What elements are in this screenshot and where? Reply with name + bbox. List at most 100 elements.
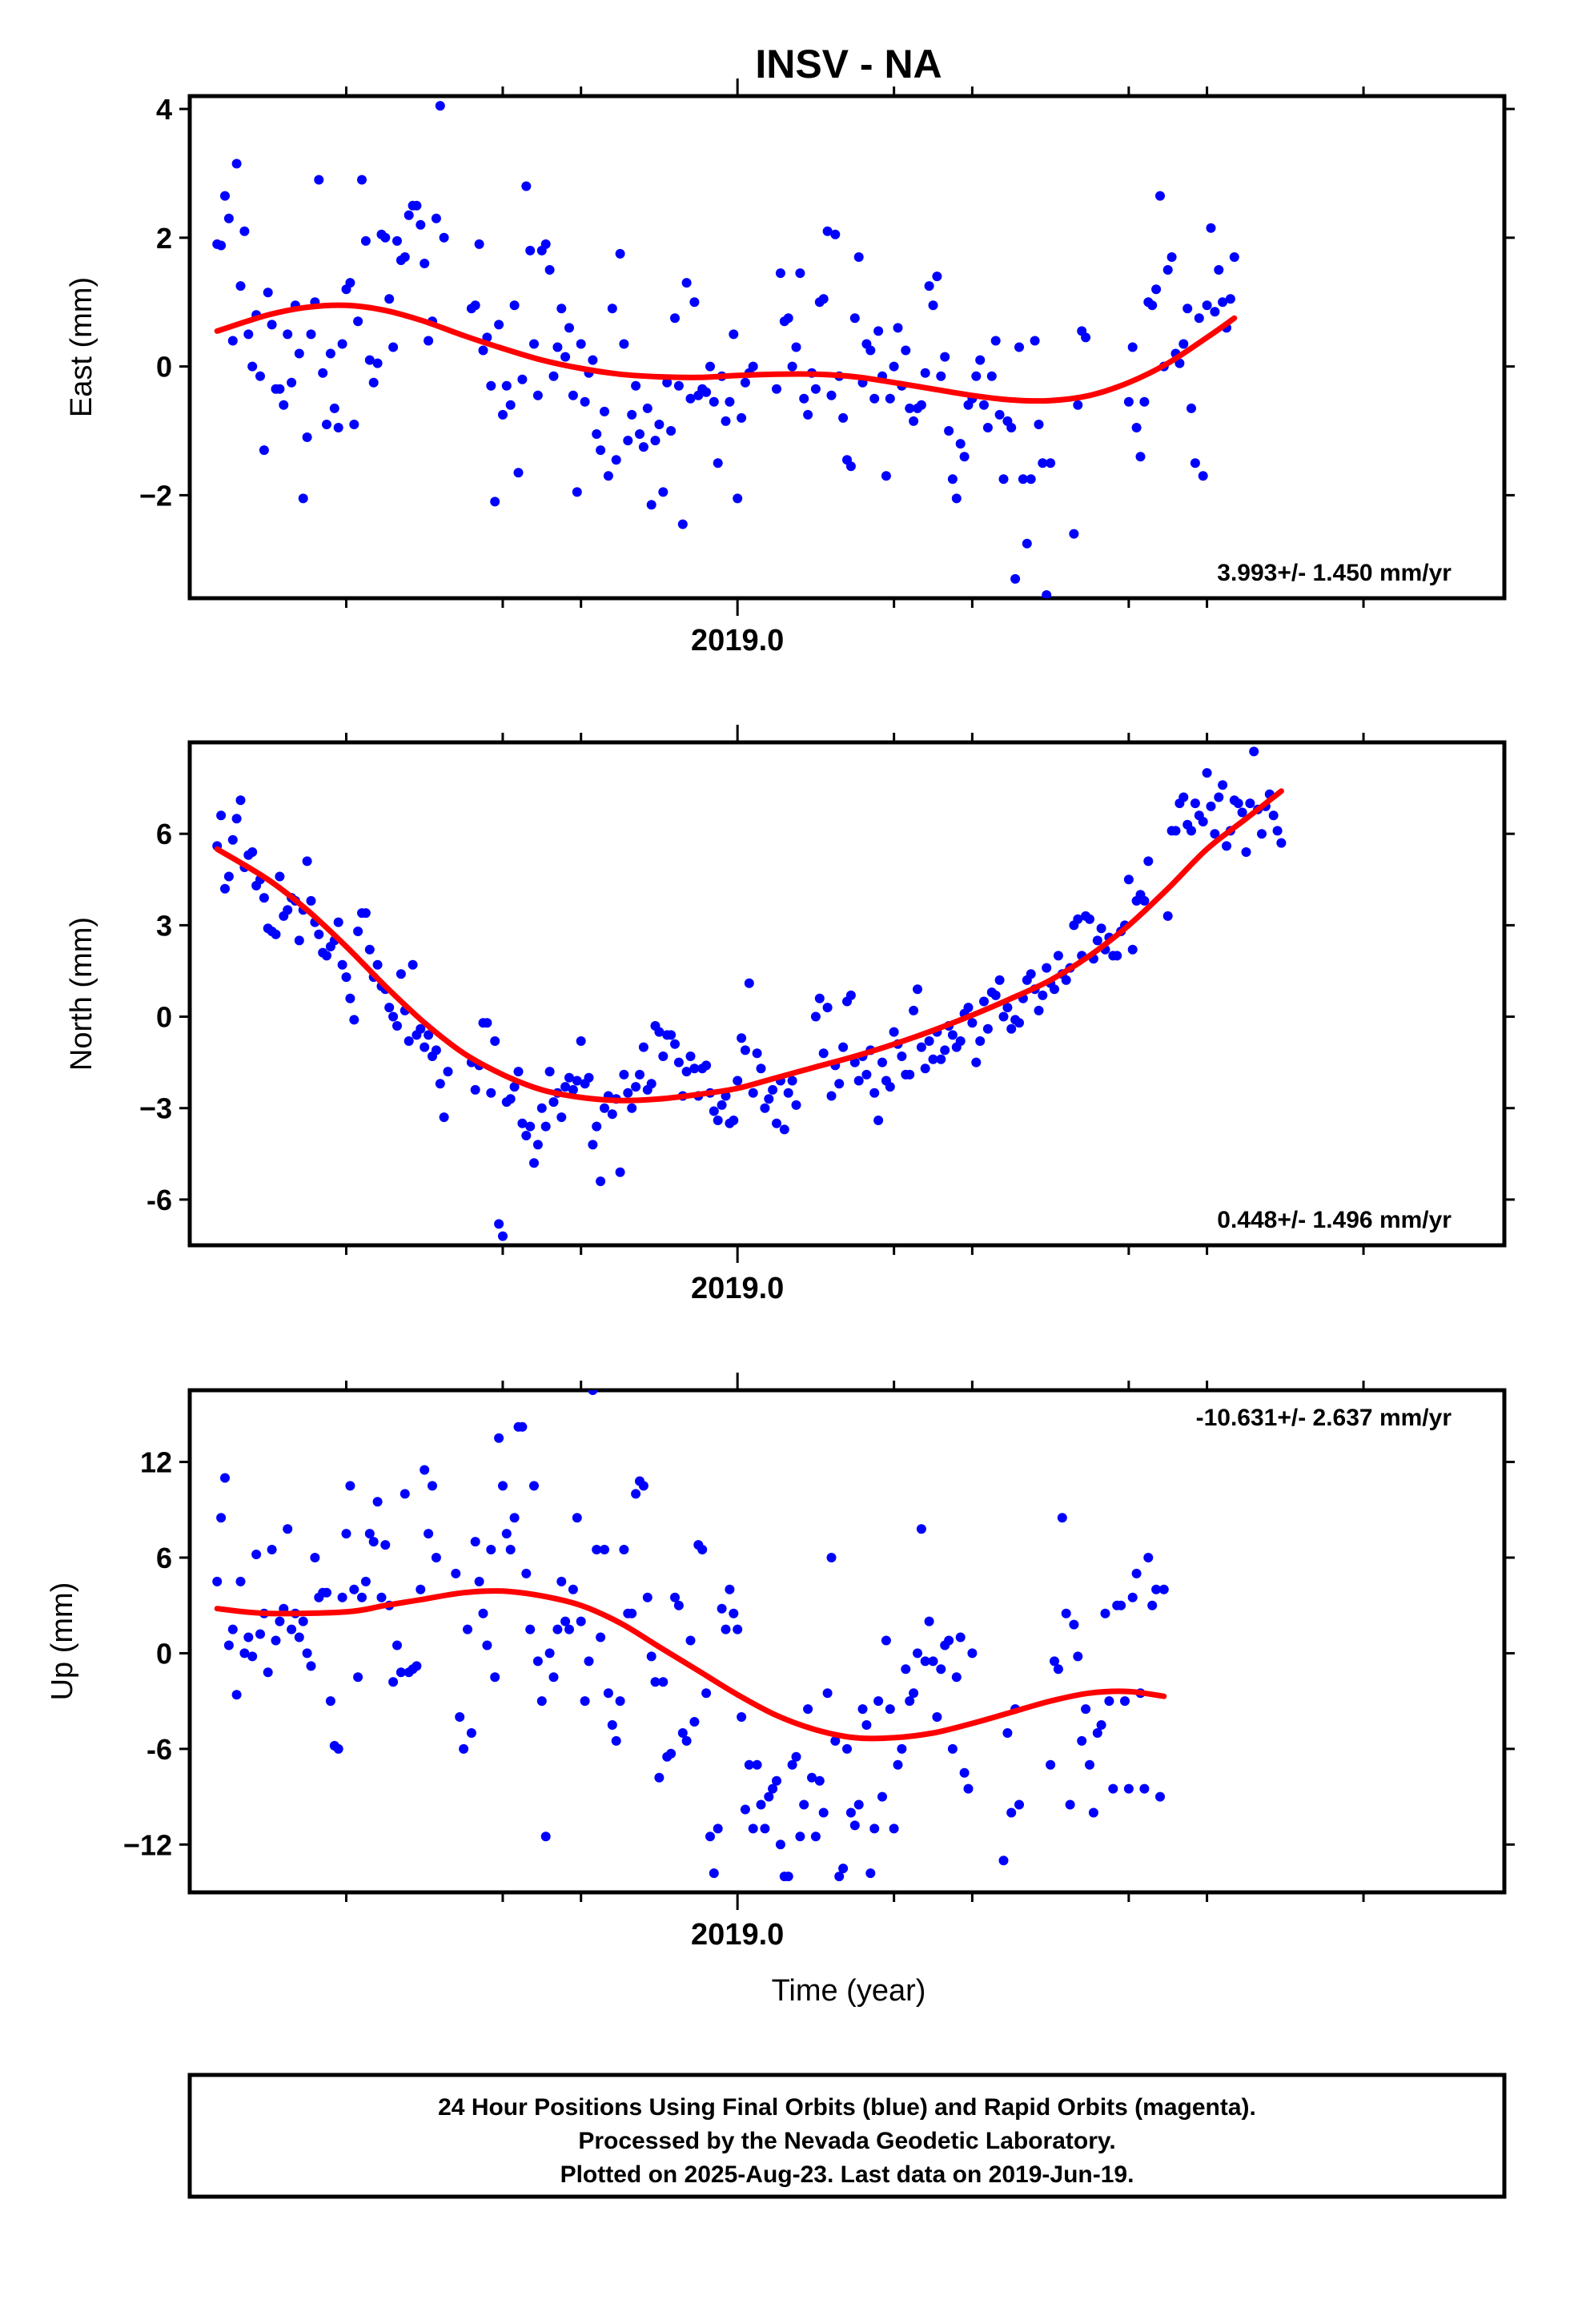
data-point (853, 252, 864, 262)
data-point (404, 1036, 414, 1046)
data-point (470, 1084, 480, 1095)
data-point (901, 345, 911, 356)
data-point (588, 1140, 598, 1150)
data-point (607, 1720, 617, 1730)
data-point (1096, 923, 1106, 934)
data-point (818, 294, 829, 304)
data-point (791, 1100, 801, 1110)
data-point (364, 1529, 375, 1539)
data-point (431, 1045, 441, 1055)
data-point (733, 1624, 743, 1634)
data-point (529, 1158, 539, 1168)
data-point (596, 445, 606, 456)
data-point (1139, 396, 1150, 407)
data-point (283, 329, 293, 340)
data-point (627, 1103, 637, 1113)
data-point (905, 1069, 915, 1080)
data-point (216, 810, 227, 821)
data-point (474, 1576, 484, 1586)
data-point (494, 320, 504, 330)
data-point (658, 487, 669, 497)
data-point (1186, 403, 1196, 413)
data-point (936, 1664, 946, 1675)
data-point (1222, 841, 1231, 851)
data-point (810, 1011, 821, 1022)
data-point (666, 1748, 677, 1759)
data-point (971, 371, 982, 381)
data-point (345, 278, 355, 288)
data-point (1006, 423, 1017, 432)
data-point (223, 871, 234, 882)
data-point (1002, 1003, 1013, 1013)
data-point (928, 1656, 938, 1667)
data-point (768, 1783, 778, 1794)
data-point (936, 1054, 946, 1064)
data-point (1166, 252, 1177, 262)
data-point (869, 1088, 880, 1098)
data-point (1081, 1704, 1091, 1715)
data-point (705, 1831, 715, 1842)
data-point (681, 1735, 692, 1746)
data-point (689, 297, 700, 308)
data-point (818, 1807, 829, 1818)
data-point (756, 1063, 766, 1074)
data-point (536, 1103, 547, 1113)
data-point (775, 1839, 785, 1850)
data-point (740, 377, 750, 388)
footer-line-3: Plotted on 2025-Aug-23. Last data on 201… (560, 2161, 1134, 2188)
data-point (490, 497, 500, 507)
data-point (662, 377, 673, 388)
data-point (388, 1011, 399, 1022)
data-point (412, 200, 422, 211)
data-point (889, 1823, 899, 1834)
data-point (470, 1537, 480, 1547)
data-point (1061, 1608, 1071, 1618)
data-point (701, 1688, 712, 1699)
data-point (243, 329, 254, 340)
data-point (635, 429, 644, 439)
data-point (564, 1072, 574, 1083)
data-point (1014, 1018, 1024, 1028)
data-point (314, 175, 324, 185)
data-point (1046, 458, 1056, 468)
figure-title: INSV - NA (755, 42, 942, 86)
data-point (853, 1076, 864, 1086)
data-point (889, 361, 899, 372)
data-point (580, 1696, 590, 1707)
data-point (255, 371, 265, 381)
data-point (275, 871, 285, 882)
data-point (1257, 829, 1267, 839)
data-point (865, 1868, 876, 1879)
data-point (227, 336, 238, 346)
data-point (752, 1048, 762, 1059)
data-point (1237, 807, 1247, 818)
data-point (521, 181, 532, 191)
data-point (744, 978, 754, 988)
data-point (725, 1584, 735, 1594)
data-point (893, 323, 903, 333)
data-point (463, 1624, 472, 1634)
data-point (470, 300, 480, 311)
data-point (513, 1067, 524, 1077)
data-point (529, 1481, 539, 1491)
data-point (416, 1023, 426, 1034)
data-point (227, 834, 238, 845)
y-axis-label: North (mm) (65, 917, 98, 1071)
data-point (424, 1529, 434, 1539)
data-point (1147, 1600, 1158, 1610)
data-point (893, 1759, 903, 1770)
data-point (459, 1743, 469, 1754)
data-point (1151, 284, 1162, 295)
data-point (1006, 1023, 1017, 1034)
data-point (1178, 792, 1189, 802)
data-point (666, 1030, 677, 1040)
data-point (466, 1728, 476, 1738)
data-point (881, 471, 891, 481)
data-point (521, 1568, 532, 1578)
data-point (306, 895, 316, 906)
y-tick-label: 0 (156, 1637, 172, 1670)
data-point (666, 426, 677, 436)
data-point (713, 1823, 723, 1834)
data-point (677, 1728, 688, 1738)
y-tick-label: 4 (156, 93, 172, 126)
